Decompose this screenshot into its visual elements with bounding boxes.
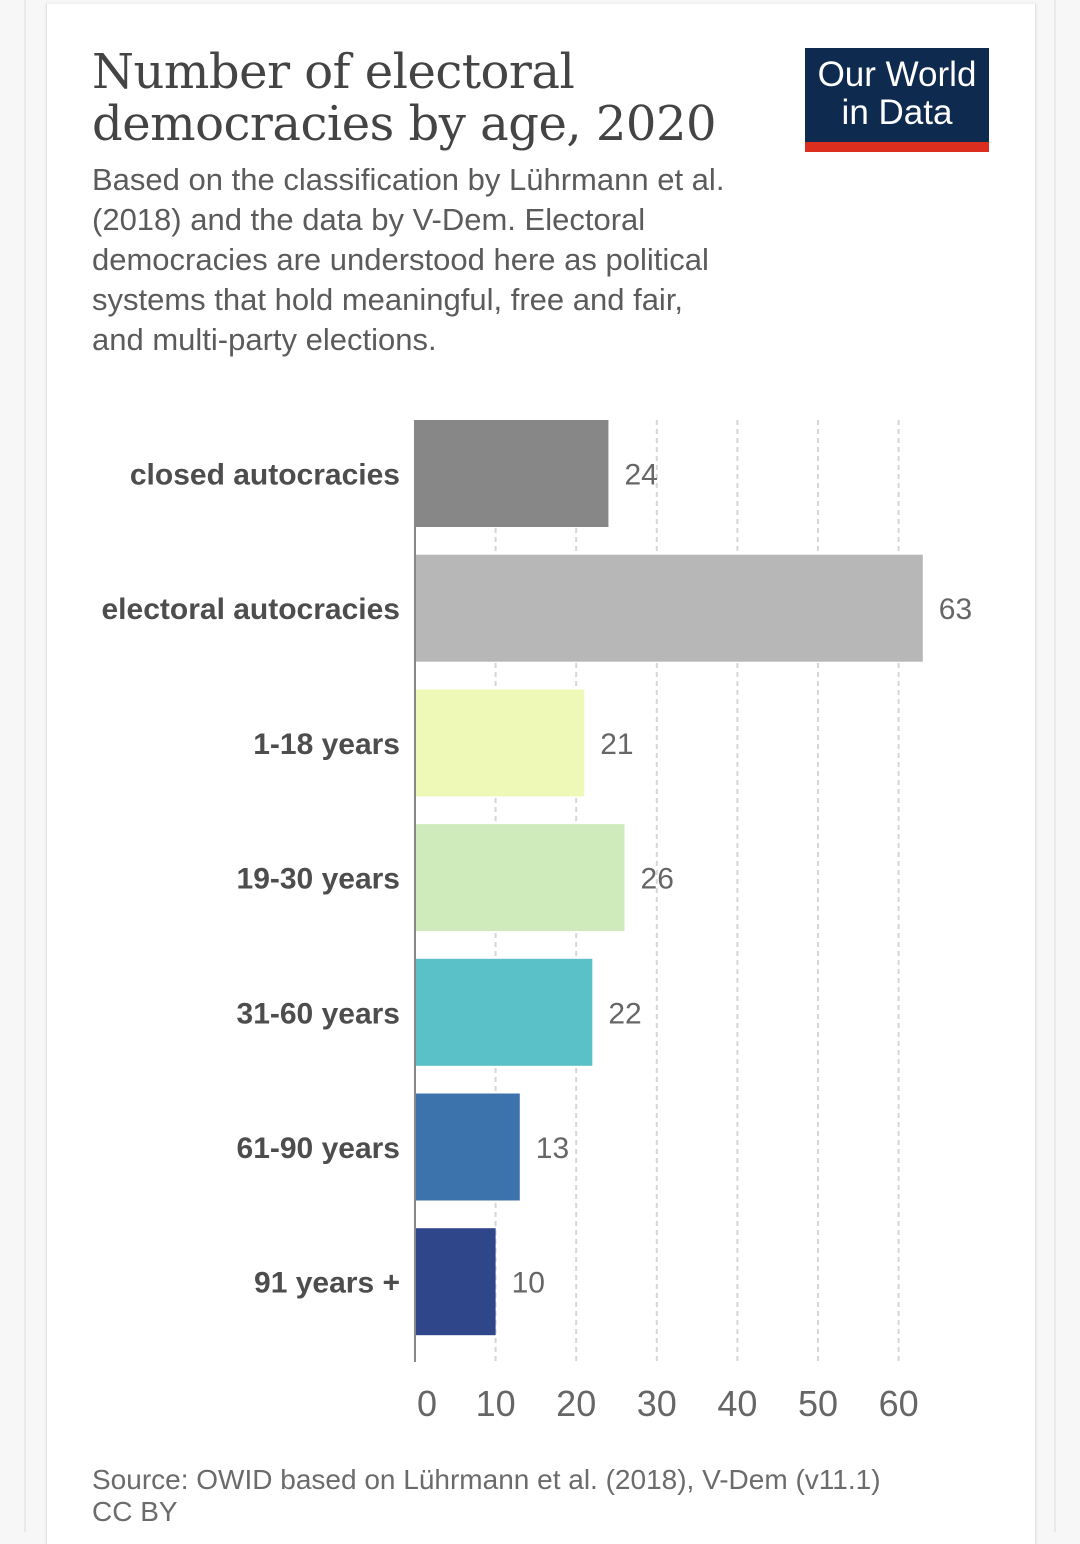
category-label-5: 61-90 years: [237, 1132, 400, 1165]
bar-chart: closed autocracies 24 electoral autocracie…: [102, 420, 972, 1424]
x-tick-label-20: 20: [556, 1383, 596, 1424]
x-tick-label-60: 60: [879, 1383, 919, 1424]
value-label-3: 26: [641, 863, 674, 896]
bar-6: [415, 1228, 496, 1336]
category-label-2: 1-18 years: [253, 728, 400, 761]
chart-title: Number of electoral democracies by age, …: [92, 44, 717, 152]
bar-1: [415, 554, 923, 662]
value-label-0: 24: [624, 459, 657, 492]
value-label-2: 21: [600, 728, 633, 761]
bar-2: [415, 689, 585, 797]
value-label-1: 63: [939, 593, 972, 626]
page-edge-left: [24, 0, 26, 1532]
x-tick-label-30: 30: [637, 1383, 677, 1424]
chart-source: Source: OWID based on Lührmann et al. (2…: [92, 1464, 992, 1528]
page-edge-right: [1054, 0, 1056, 1532]
logo-line-2: in Data: [841, 93, 953, 132]
license-text: CC BY: [92, 1496, 178, 1527]
chart-subtitle: Based on the classification by Lührmann …: [92, 162, 725, 357]
value-label-5: 13: [536, 1132, 569, 1165]
bar-4: [415, 958, 593, 1066]
bar-0: [415, 420, 609, 527]
bar-5: [415, 1093, 520, 1201]
source-text: Source: OWID based on Lührmann et al. (2…: [92, 1464, 881, 1495]
x-tick-label-40: 40: [717, 1383, 757, 1424]
x-tick-label-10: 10: [476, 1383, 516, 1424]
category-label-3: 19-30 years: [237, 863, 400, 896]
x-tick-label-50: 50: [798, 1383, 838, 1424]
logo-red-bar: [805, 142, 989, 152]
bar-3: [415, 824, 625, 932]
logo-line-1: Our World: [817, 55, 977, 94]
category-label-4: 31-60 years: [237, 997, 400, 1030]
value-label-6: 10: [512, 1267, 545, 1300]
category-label-6: 91 years +: [254, 1267, 400, 1300]
value-label-4: 22: [608, 997, 641, 1030]
owid-logo[interactable]: Our World in Data: [805, 48, 989, 152]
x-tick-label-0: 0: [417, 1383, 437, 1424]
category-label-0: closed autocracies: [130, 459, 400, 492]
category-label-1: electoral autocracies: [102, 593, 401, 626]
